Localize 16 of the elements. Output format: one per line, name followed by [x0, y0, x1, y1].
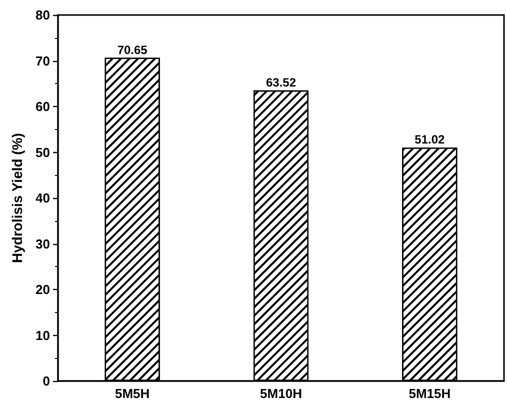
data-label: 70.65: [117, 42, 148, 57]
y-tick-label: 50: [36, 144, 50, 160]
y-tick-label: 40: [36, 190, 50, 206]
y-tick-label: 0: [42, 374, 50, 388]
y-tick-label: 30: [36, 236, 50, 252]
y-tick-label: 20: [36, 282, 50, 297]
y-axis-title: Hydrolisis Yield (%): [9, 133, 25, 263]
y-tick-label: 70: [36, 53, 50, 68]
y-tick-label: 60: [36, 99, 50, 114]
x-tick-label: 5M10H: [260, 386, 302, 401]
x-tick-label: 5M5H: [114, 386, 150, 401]
y-tick-label: 80: [36, 8, 50, 22]
x-tick-label: 5M15H: [408, 386, 451, 401]
y-tick-label: 10: [36, 328, 50, 343]
data-label: 63.52: [266, 75, 296, 90]
data-label: 51.02: [414, 132, 446, 147]
